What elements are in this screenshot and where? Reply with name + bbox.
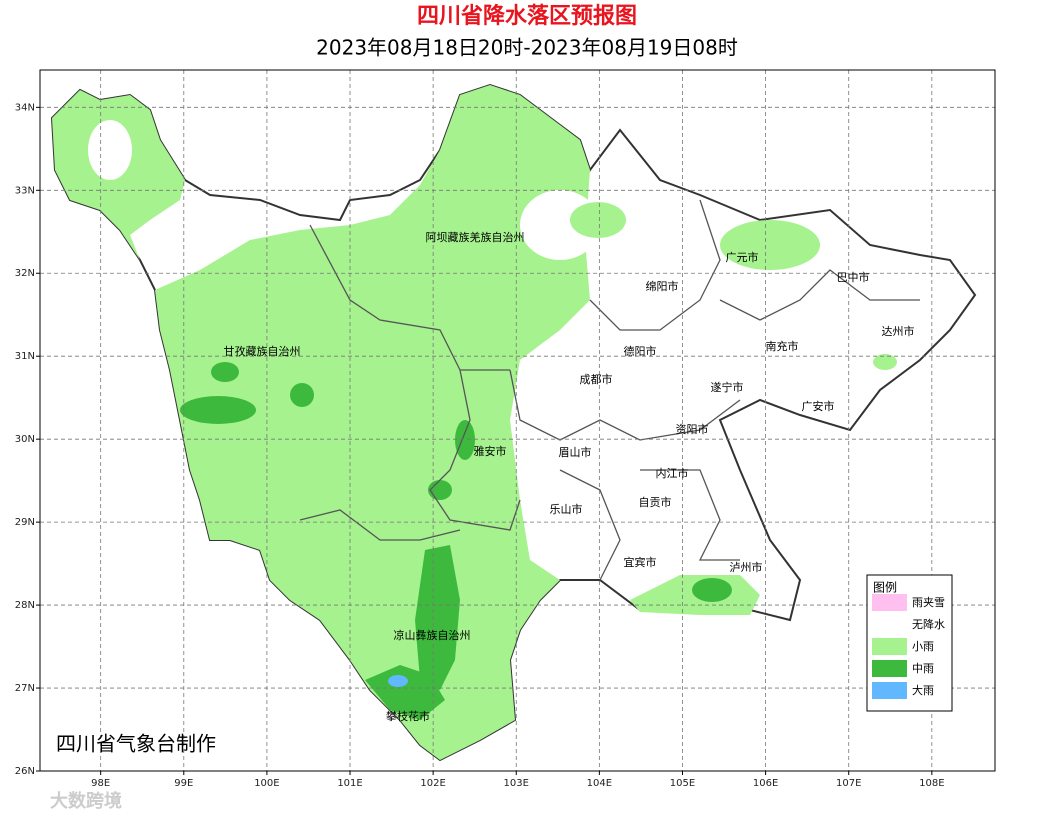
- y-tick-label: 28N: [15, 600, 35, 611]
- no-rain-patch: [88, 120, 132, 180]
- city-label: 广安市: [802, 399, 835, 413]
- x-tick-label: 104E: [587, 778, 612, 789]
- city-label: 阿坝藏族羌族自治州: [426, 230, 525, 244]
- city-label: 攀枝花市: [386, 709, 430, 723]
- legend-swatch: [872, 682, 907, 699]
- city-label: 成都市: [580, 372, 613, 386]
- city-label: 雅安市: [474, 444, 507, 458]
- x-tick-label: 107E: [836, 778, 861, 789]
- city-label: 凉山彝族自治州: [394, 628, 471, 642]
- city-label: 宜宾市: [624, 555, 657, 569]
- legend-label: 大雨: [912, 683, 934, 697]
- y-tick-label: 31N: [15, 351, 35, 362]
- x-tick-label: 102E: [420, 778, 445, 789]
- x-tick-label: 105E: [670, 778, 695, 789]
- border: [589, 199, 721, 331]
- light-rain-area: [720, 220, 820, 270]
- legend-title: 图例: [873, 581, 897, 595]
- credit: 四川省气象台制作: [56, 732, 216, 756]
- subtitle: 2023年08月18日20时-2023年08月19日08时: [316, 36, 738, 60]
- city-label: 遂宁市: [711, 380, 744, 394]
- moderate-rain-area: [692, 578, 732, 602]
- city-label: 资阳市: [676, 422, 709, 436]
- x-tick-label: 100E: [254, 778, 279, 789]
- y-tick-label: 30N: [15, 434, 35, 445]
- grid: [40, 70, 995, 771]
- land: [50, 83, 977, 762]
- x-tick-label: 103E: [504, 778, 529, 789]
- prefecture-borders: [299, 199, 920, 581]
- city-label: 内江市: [656, 466, 689, 480]
- moderate-rain-area: [455, 420, 475, 460]
- y-tick-label: 33N: [15, 185, 35, 196]
- light-rain-area: [873, 354, 897, 370]
- x-tick-label: 101E: [337, 778, 362, 789]
- legend-label: 雨夹雪: [912, 596, 945, 609]
- y-tick-label: 32N: [15, 268, 35, 279]
- y-tick-label: 29N: [15, 517, 35, 528]
- no-rain-patch: [170, 203, 250, 247]
- legend-swatch: [872, 616, 907, 633]
- city-label: 广元市: [726, 250, 759, 264]
- city-label: 绵阳市: [646, 279, 679, 293]
- city-label: 德阳市: [624, 344, 657, 358]
- legend-swatch: [872, 594, 907, 611]
- city-label: 眉山市: [559, 445, 592, 459]
- legend-swatch: [872, 660, 907, 677]
- map-frame: [39, 69, 996, 772]
- moderate-rain-area: [180, 396, 256, 424]
- heavy-rain-area: [388, 675, 408, 687]
- border: [509, 369, 741, 441]
- city-label: 巴中市: [837, 270, 870, 284]
- city-label: 泸州市: [730, 560, 763, 574]
- border: [429, 369, 521, 531]
- light-rain-area: [570, 202, 626, 238]
- title: 四川省降水落区预报图: [417, 4, 637, 29]
- city-label: 南充市: [766, 339, 799, 353]
- legend-label: 中雨: [912, 662, 934, 675]
- city-label: 甘孜藏族自治州: [224, 344, 301, 358]
- axis-ticks: 98E 99E 100E 101E 102E 103E 104E 105E 106E 107E 10…: [15, 102, 945, 789]
- y-tick-label: 34N: [15, 102, 35, 113]
- border: [299, 509, 461, 541]
- watermark: 大数跨境: [50, 790, 122, 812]
- city-label: 达州市: [882, 324, 915, 338]
- x-tick-label: 98E: [91, 778, 110, 789]
- border: [719, 269, 920, 321]
- legend-swatch: [872, 638, 907, 655]
- moderate-rain-area: [290, 383, 314, 407]
- moderate-rain-area: [415, 545, 460, 690]
- border: [309, 224, 510, 371]
- moderate-rain-area: [428, 480, 452, 500]
- border: [640, 469, 740, 561]
- x-tick-label: 108E: [919, 778, 944, 789]
- border: [559, 469, 621, 581]
- y-tick-label: 26N: [15, 766, 35, 777]
- x-tick-label: 106E: [753, 778, 778, 789]
- moderate-rain-area: [211, 362, 239, 382]
- legend-label: 无降水: [912, 617, 945, 631]
- x-tick-label: 99E: [174, 778, 193, 789]
- legend-label: 小雨: [912, 640, 934, 653]
- moderate-rain-area: [365, 665, 445, 720]
- city-label: 乐山市: [550, 502, 583, 516]
- city-label: 自贡市: [639, 495, 672, 509]
- y-tick-label: 27N: [15, 683, 35, 694]
